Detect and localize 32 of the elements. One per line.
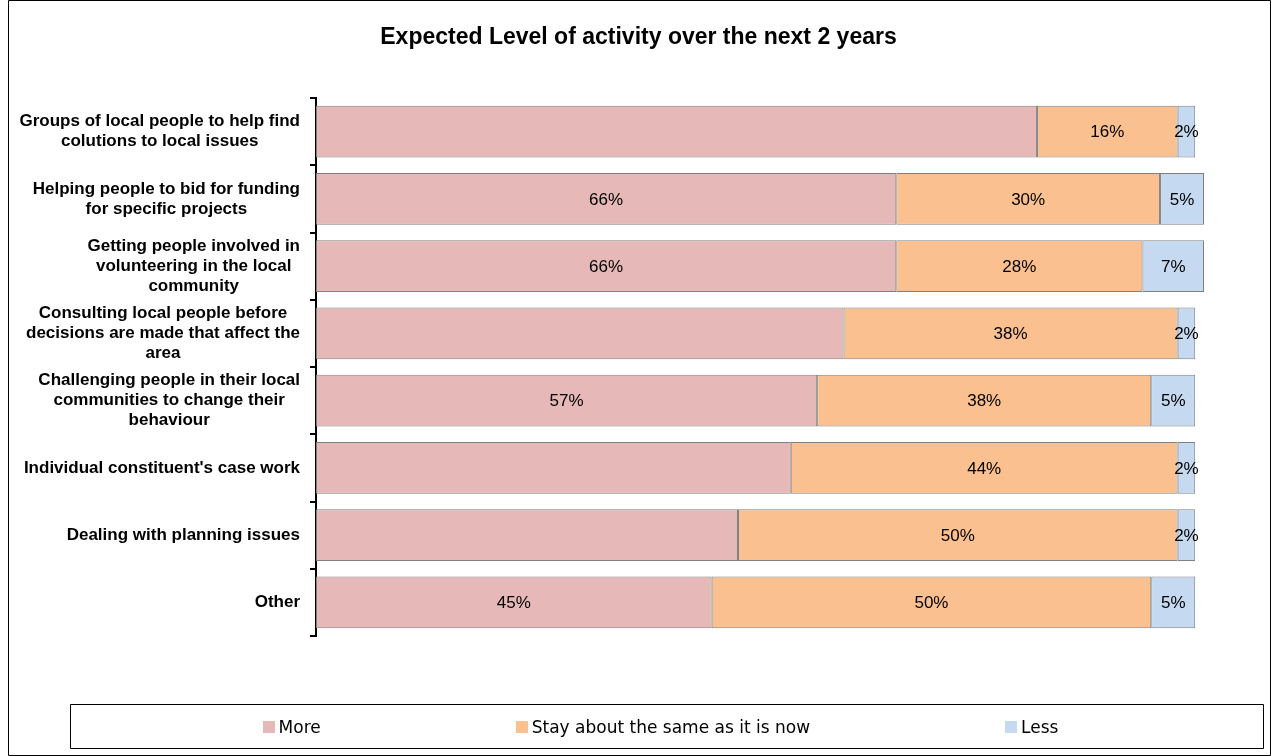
data-label: 2% [1174, 324, 1199, 344]
data-label: 2% [1174, 525, 1199, 545]
data-label: 16% [1090, 122, 1125, 142]
legend-label: Stay about the same as it is now [531, 717, 811, 737]
data-label: 5% [1160, 593, 1186, 613]
data-label: 2% [1174, 458, 1199, 478]
data-label: 5% [1169, 189, 1195, 209]
chart-title: Expected Level of activity over the next 2 years [380, 23, 897, 50]
y-tick-label: Dealing with planning issues [66, 524, 300, 544]
legend-label: More [278, 717, 321, 737]
data-label: 45% [496, 593, 531, 613]
data-label: 66% [589, 256, 624, 276]
y-tick-label: Other [254, 592, 301, 612]
data-label: 38% [993, 324, 1028, 344]
data-label: 66% [589, 189, 624, 209]
legend-label: Less [1021, 717, 1059, 737]
y-tick-label: Groups of local people to help find colutions to local issues [19, 111, 300, 151]
data-label: 28% [1002, 256, 1037, 276]
data-label: 30% [1011, 189, 1046, 209]
data-label: 7% [1160, 256, 1186, 276]
data-label: 5% [1160, 391, 1186, 411]
data-label: 57% [549, 391, 584, 411]
y-tick-label: Individual constituent's case work [23, 457, 301, 477]
data-label: 44% [967, 458, 1002, 478]
y-tick-label: Getting people involved in volunteering in the local community [87, 235, 301, 295]
data-label: 50% [914, 593, 949, 613]
y-tick-label: Helping people to bid for funding for specific projects [32, 178, 301, 218]
y-tick-label: Challenging people in their local communities to change their behaviour [38, 370, 300, 430]
y-tick-label: Consulting local people before decisions are made that affect the area [26, 303, 300, 363]
data-label: 50% [940, 525, 975, 545]
data-label: 2% [1174, 122, 1199, 142]
data-label: 38% [967, 391, 1002, 411]
